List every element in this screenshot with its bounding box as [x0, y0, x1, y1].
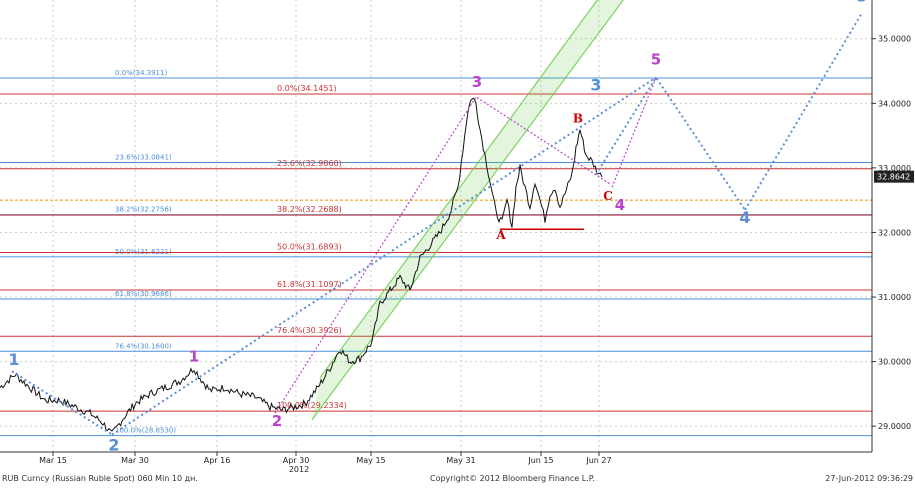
- x-tick-label: Mar 15: [39, 456, 67, 465]
- channel-upper-line: [319, 0, 598, 379]
- fib-left-label: 23.6%(33.0841): [115, 153, 172, 161]
- elliott-waves: 1 2 3 4 5 1 2 3 4 5 A B C: [8, 0, 867, 455]
- fib-left-label: 50.0%(31.6221): [115, 248, 172, 256]
- wave-label-blue: 4: [739, 208, 750, 227]
- magenta-wave-line: [274, 96, 611, 414]
- price-line: [0, 97, 603, 432]
- x-tick-label: Jun 15: [527, 456, 553, 465]
- wave-label-magenta: 5: [651, 51, 661, 69]
- y-tick-label: 35.0000: [878, 35, 911, 44]
- fib-right-label: 38.2%(32.2688): [277, 205, 342, 214]
- price-chart: 0.0%(34.3911) 23.6%(33.0841) 38.2%(32.2756…: [0, 0, 914, 472]
- x-tick-label: Apr 16: [204, 456, 231, 465]
- wave-label-magenta: 4: [615, 196, 625, 214]
- fib-right-label: 61.8%(31.1097): [277, 280, 342, 289]
- chart-axes: 29.0000 30.0000 31.0000 32.0000 33.0000 34.00…: [0, 0, 914, 472]
- fib-left-label: 0.0%(34.3911): [115, 69, 167, 77]
- trend-channel: [311, 0, 624, 421]
- x-tick-label: May 15: [356, 456, 385, 465]
- last-price-tag: [874, 170, 914, 183]
- y-tick-label: 32.0000: [878, 228, 911, 237]
- copyright-label: Copyright© 2012 Bloomberg Finance L.P.: [430, 474, 595, 483]
- price-series: [0, 97, 603, 432]
- blue-wave-line: [111, 76, 657, 436]
- fib-left-label: 38.2%(32.2756): [115, 206, 172, 214]
- y-tick-label: 34.0000: [878, 99, 911, 108]
- wave-label-blue: 3: [590, 75, 601, 94]
- fib-left-label: 61.8%(30.9686): [115, 290, 172, 298]
- fib-left-label: 100.0%(28.8530): [115, 427, 176, 435]
- wave-label-magenta: 2: [272, 412, 282, 430]
- x-tick-label: Jun 27: [585, 456, 611, 465]
- chart-grid: [0, 0, 872, 452]
- wave-label-abc: B: [573, 112, 583, 126]
- last-price-label: 32.8642: [877, 173, 910, 182]
- x-tick-label: May 31: [446, 456, 475, 465]
- chart-footer: RUB Curncy (Russian Ruble Spot) 060 Min …: [0, 472, 915, 488]
- blue-projection-line: [595, 75, 746, 211]
- channel-lower-line: [311, 0, 624, 421]
- fib-right-label: 50.0%(31.6893): [277, 243, 342, 252]
- timestamp-label: 27-Jun-2012 09:36:29: [825, 474, 913, 483]
- y-tick-label: 31.0000: [878, 293, 911, 302]
- fib-right-label: 0.0%(34.1451): [277, 84, 337, 93]
- wave-label-abc: A: [495, 228, 506, 242]
- blue-projection-line: [744, 12, 863, 211]
- wave-label-blue: 1: [8, 350, 19, 369]
- x-tick-label: Apr 30: [283, 456, 310, 465]
- fib-right-label: 23.6%(32.9860): [277, 159, 342, 168]
- year-label: 2012: [289, 465, 309, 472]
- wave-label-magenta: 1: [189, 348, 199, 366]
- y-tick-label: 33.0000: [878, 164, 911, 173]
- x-tick-label: Mar 30: [121, 456, 149, 465]
- wave-label-abc: C: [603, 189, 613, 203]
- wave-label-magenta: 3: [472, 73, 482, 91]
- wave-label-blue: 5: [856, 0, 867, 5]
- fib-right-label: 76.4%(30.3926): [277, 326, 342, 335]
- fib-left-label: 76.4%(30.1600): [115, 342, 172, 350]
- y-tick-label: 29.0000: [878, 422, 911, 431]
- fib-right-label: 100.0%(29.2334): [277, 401, 347, 410]
- wave-label-blue: 2: [108, 436, 119, 455]
- y-tick-label: 30.0000: [878, 358, 911, 367]
- instrument-label: RUB Curncy (Russian Ruble Spot) 060 Min …: [2, 474, 198, 483]
